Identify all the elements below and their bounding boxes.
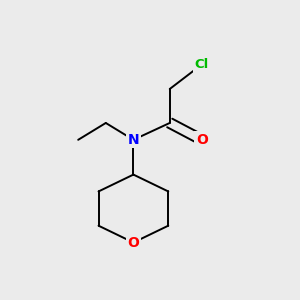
Text: O: O bbox=[128, 236, 139, 250]
Text: N: N bbox=[128, 133, 139, 147]
Text: O: O bbox=[196, 133, 208, 147]
Text: Cl: Cl bbox=[195, 58, 209, 71]
